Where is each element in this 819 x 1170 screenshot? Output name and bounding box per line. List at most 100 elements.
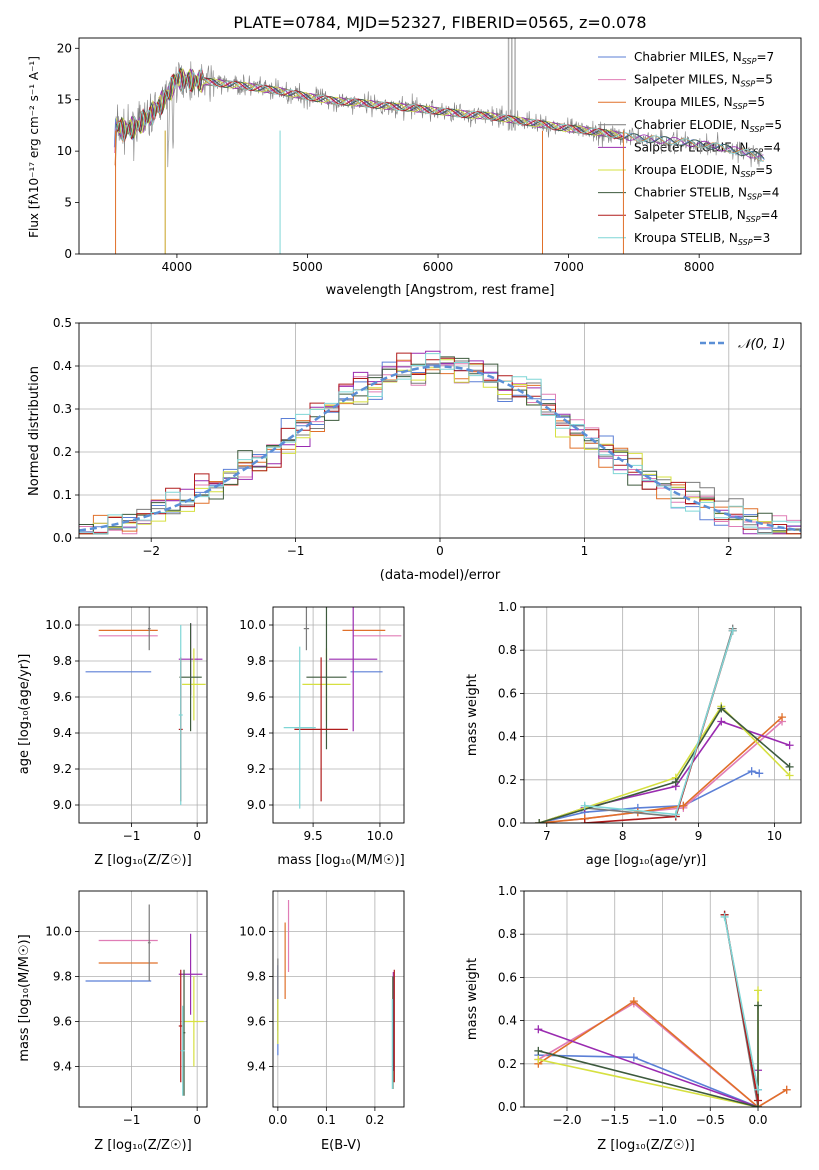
model-spectrum-kroupa-stelib [117, 67, 764, 162]
x-tick-label: −1 [123, 1113, 141, 1127]
mass-vs-Z-axes: −1 0 9.4 9.6 9.8 10.0 [45, 890, 208, 1127]
y-tick-label: 9.8 [53, 970, 72, 984]
x-tick-label: −2.0 [552, 1113, 581, 1127]
y-tick-label: 20 [57, 41, 72, 55]
series-marker [671, 777, 680, 786]
legend-subscript: SSP [746, 215, 761, 224]
legend-count: =5 [747, 95, 765, 109]
x-tick-label: −1 [287, 544, 305, 558]
y-tick-label: 0.0 [498, 816, 517, 830]
y-tick-label: 0.6 [498, 970, 517, 984]
series-kroupa-elodie [534, 986, 763, 1107]
y-tick-label: 9.0 [247, 798, 266, 812]
age-vs-mass-frame [272, 606, 405, 824]
y-tick-label: 9.0 [53, 798, 72, 812]
y-tick-label: 0.4 [498, 730, 517, 744]
residuals-ticks: −2 −1 0 1 2 0.0 0.1 0.2 0.3 0.4 0.5 [53, 316, 733, 558]
series-marker [535, 819, 544, 823]
legend-label: Kroupa STELIB, NSSP=3 [634, 231, 770, 247]
series-marker [629, 1053, 638, 1062]
series-chabrier-stelib [535, 704, 794, 823]
wAge-xlabel: age [log₁₀(age/yr)] [586, 853, 707, 868]
legend-text: Kroupa ELODIE, N [634, 163, 741, 177]
weight-vs-Z-plot-area [534, 910, 791, 1107]
series-line [539, 770, 760, 823]
series-marker [534, 1025, 543, 1034]
x-tick-label: 6000 [423, 260, 454, 274]
x-tick-label: 10.0 [367, 829, 394, 843]
y-tick-label: 0.5 [53, 316, 72, 330]
massEbv-xlabel: E(B-V) [321, 1138, 361, 1153]
x-tick-label: −2 [142, 544, 160, 558]
series-marker [782, 1085, 791, 1094]
y-tick-label: 10 [57, 144, 72, 158]
y-tick-label: 9.8 [247, 654, 266, 668]
x-tick-label: 8000 [684, 260, 715, 274]
spectrum-panel: wavelength [Angstrom, rest frame] Flux [… [27, 50, 782, 298]
legend-text: Chabrier STELIB, N [634, 186, 747, 200]
series-marker [580, 801, 589, 810]
point-kroupa-stelib [180, 1005, 185, 1096]
y-tick-label: 0.8 [498, 927, 517, 941]
series-marker [580, 819, 589, 823]
point-salpeter-elodie [178, 933, 203, 1015]
wAge-ylabel: mass weight [465, 674, 480, 756]
legend-subscript: SSP [733, 102, 748, 111]
series-marker [720, 912, 729, 921]
wZ-xlabel: Z [log₁₀(Z/Z☉)] [597, 1138, 694, 1153]
x-tick-label: 0 [193, 1113, 201, 1127]
series-marker [754, 1001, 763, 1010]
y-tick-label: 0.1 [53, 488, 72, 502]
residuals-plot-area [79, 350, 801, 535]
x-tick-label: 0.0 [268, 1113, 287, 1127]
y-tick-label: 1.0 [498, 884, 517, 898]
weight-vs-Z-ticks: −2.0 −1.5 −1.0 −0.5 0.0 0.0 0.2 0.4 0.6 0.8 1.0 [498, 884, 768, 1127]
series-marker [785, 771, 794, 780]
age-vs-Z-plot-area [85, 607, 206, 805]
point-chabrier-stelib [306, 607, 347, 750]
series-marker [671, 810, 680, 819]
mass-vs-ebv-frame [272, 890, 405, 1108]
spectrum-ylabel: Flux [fλ10⁻¹⁷ erg cm⁻² s⁻¹ A⁻¹] [27, 56, 41, 238]
legend-subscript: SSP [750, 125, 765, 134]
x-tick-label: 0 [436, 544, 444, 558]
y-tick-label: 1.0 [498, 600, 517, 614]
normal-legend-label: 𝒩(0, 1) [738, 337, 785, 352]
y-tick-label: 0.4 [498, 1014, 517, 1028]
weight-vs-Z-panel: Z [log₁₀(Z/Z☉)] mass weight [465, 958, 695, 1153]
age-vs-mass-plot-area [283, 607, 402, 809]
series-line [537, 1000, 788, 1107]
age-vs-Z-axes: −1 0 9.0 9.2 9.4 9.6 9.8 10.0 [45, 606, 208, 843]
legend-count: =4 [760, 208, 778, 222]
figure-title: PLATE=0784, MJD=52327, FIBERID=0565, z=0… [233, 13, 646, 32]
legend-label: Chabrier STELIB, NSSP=4 [634, 186, 779, 202]
y-tick-label: 0.2 [498, 773, 517, 787]
weight-vs-age-plot-area [535, 624, 794, 823]
legend-label: Kroupa ELODIE, NSSP=5 [634, 163, 773, 179]
model-spectrum-kroupa-elodie [115, 68, 623, 140]
age-vs-Z-panel: Z [log₁₀(Z/Z☉)] age [log₁₀(age/yr)] [17, 654, 192, 868]
massZ-xlabel: Z [log₁₀(Z/Z☉)] [94, 1138, 191, 1153]
residuals-xlabel: (data-model)/error [380, 568, 501, 583]
y-tick-label: 15 [57, 93, 72, 107]
point-chabrier-stelib [179, 623, 202, 732]
x-tick-label: 9.5 [304, 829, 323, 843]
series-marker [785, 762, 794, 771]
point-chabrier-elodie [303, 607, 310, 651]
legend-count: =4 [763, 140, 781, 154]
ageZ-xlabel: Z [log₁₀(Z/Z☉)] [94, 853, 191, 868]
series-line [538, 1028, 759, 1107]
weight-vs-age-frame [523, 606, 802, 824]
y-tick-label: 9.6 [247, 690, 266, 704]
x-tick-label: −1 [123, 829, 141, 843]
y-tick-label: 10.0 [239, 618, 266, 632]
point-kroupa-stelib [283, 646, 316, 809]
series-line [538, 705, 791, 823]
series-marker [679, 801, 688, 810]
legend-text: Chabrier ELODIE, N [634, 118, 750, 132]
x-tick-label: 0 [193, 829, 201, 843]
residuals-legend: 𝒩(0, 1) [700, 337, 785, 352]
weight-vs-Z-frame [523, 890, 802, 1108]
